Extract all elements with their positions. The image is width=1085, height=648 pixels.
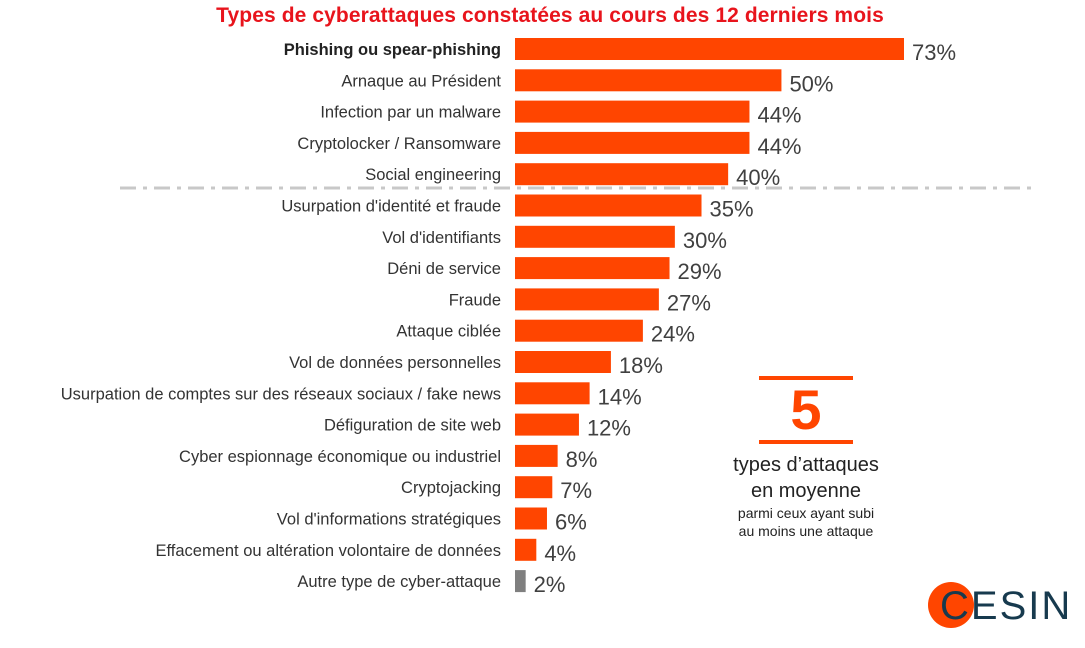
bar-10 <box>515 319 643 342</box>
value-label: 44% <box>757 134 801 159</box>
value-label: 7% <box>560 478 592 503</box>
category-label: Phishing ou spear-phishing <box>284 41 501 59</box>
callout-subtext-1: parmi ceux ayant subi <box>737 505 875 521</box>
bar-14 <box>515 444 558 467</box>
value-label: 73% <box>912 40 956 65</box>
category-label: Infection par un malware <box>320 104 501 122</box>
bar-9 <box>515 288 659 311</box>
bar-18 <box>515 570 526 593</box>
callout-line-1: types d’attaques <box>733 454 879 476</box>
bar-1 <box>515 38 904 60</box>
bar-8 <box>515 257 670 280</box>
category-label: Défiguration de site web <box>324 417 501 435</box>
bar-15 <box>515 476 553 499</box>
category-label: Social engineering <box>365 166 501 184</box>
value-label: 6% <box>555 510 587 535</box>
value-label: 8% <box>566 447 598 472</box>
category-label: Usurpation de comptes sur des réseaux so… <box>61 385 501 403</box>
value-label: 18% <box>619 353 663 378</box>
average-callout: 5 types d’attaques en moyenne parmi ceux… <box>700 376 912 540</box>
bar-5 <box>515 163 729 186</box>
category-label: Vol d'informations stratégiques <box>277 511 501 529</box>
value-labels-group: 73% 50% 44% 44% 40% 35% 30% 29% 27% 24% 18% 14% 12% 8… <box>534 40 956 597</box>
callout-bottom-rule <box>759 440 853 444</box>
bar-6 <box>515 194 702 217</box>
category-label: Vol de données personnelles <box>289 354 501 372</box>
value-label: 50% <box>789 71 833 96</box>
category-label: Attaque ciblée <box>396 323 501 341</box>
callout-line-2: en moyenne <box>750 480 862 502</box>
bars-group <box>515 38 904 593</box>
category-label: Vol d'identifiants <box>382 229 501 247</box>
value-label: 27% <box>667 290 711 315</box>
value-label: 24% <box>651 322 695 347</box>
bar-12 <box>515 382 590 405</box>
category-labels-group: Phishing ou spear-phishing Arnaque au Pré… <box>61 41 502 591</box>
logo-circle-icon <box>928 582 974 628</box>
cesin-logo: CESIN <box>926 582 1076 632</box>
callout-top-rule <box>759 376 853 380</box>
value-label: 14% <box>598 384 642 409</box>
value-label: 30% <box>683 228 727 253</box>
logo-text: CESIN <box>940 584 1073 628</box>
bar-16 <box>515 507 547 530</box>
category-label: Cryptojacking <box>401 479 501 497</box>
value-label: 40% <box>736 165 780 190</box>
value-label: 29% <box>678 259 722 284</box>
callout-subtext-2: au moins une attaque <box>738 523 874 539</box>
callout-number: 5 <box>790 378 822 441</box>
value-label: 12% <box>587 416 631 441</box>
category-label: Déni de service <box>387 260 501 278</box>
value-label: 44% <box>757 103 801 128</box>
bar-4 <box>515 131 750 154</box>
category-label: Fraude <box>449 291 501 309</box>
chart-title: Types de cyberattaques constatées au cou… <box>216 4 884 27</box>
bar-7 <box>515 225 675 248</box>
value-label: 35% <box>710 197 754 222</box>
bar-17 <box>515 538 537 561</box>
bar-11 <box>515 351 611 373</box>
category-label: Effacement ou altération volontaire de d… <box>155 542 501 560</box>
category-label: Cyber espionnage économique ou industrie… <box>179 448 501 466</box>
value-label: 4% <box>544 541 576 566</box>
category-label: Autre type de cyber-attaque <box>297 573 501 591</box>
bar-13 <box>515 413 579 436</box>
bar-2 <box>515 69 782 92</box>
category-label: Arnaque au Président <box>341 72 501 90</box>
category-label: Cryptolocker / Ransomware <box>297 135 501 153</box>
bar-3 <box>515 100 750 123</box>
value-label: 2% <box>534 572 566 597</box>
category-label: Usurpation d'identité et fraude <box>281 198 501 216</box>
